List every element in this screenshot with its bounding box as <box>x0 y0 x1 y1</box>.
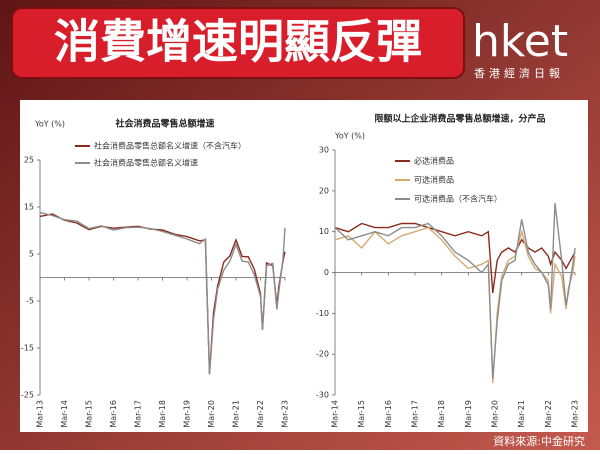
series-line <box>334 203 576 379</box>
x-tick-label: Mar-15 <box>357 400 366 428</box>
x-tick-label: Mar-17 <box>134 400 143 428</box>
x-tick-label: Mar-23 <box>281 400 290 428</box>
y-tick-label: -15 <box>21 344 34 353</box>
title-banner <box>11 7 465 79</box>
brand: hket <box>472 16 568 67</box>
x-tick-label: Mar-16 <box>109 400 118 428</box>
y-tick-label: 10 <box>319 227 329 236</box>
series-line <box>39 211 286 375</box>
y-tick-label: 25 <box>24 156 34 165</box>
x-tick-label: Mar-14 <box>60 400 69 428</box>
x-tick-label: Mar-23 <box>571 400 580 428</box>
y-tick-label: -10 <box>316 309 329 318</box>
y-tick-label: 20 <box>319 186 329 195</box>
x-tick-label: Mar-19 <box>464 400 473 428</box>
chart-title: 社会消费品零售总额增速 <box>114 118 214 130</box>
y-tick-label: 5 <box>29 250 34 259</box>
x-tick-label: Mar-22 <box>544 400 553 428</box>
chart-title: 限额以上企业消费品零售总额增速，分产品 <box>374 113 545 125</box>
page-title: 消費增速明顯反彈 <box>54 15 422 69</box>
legend-label: 社会消费品零售总额名义增速（不含汽车） <box>94 141 246 151</box>
x-tick-label: Mar-20 <box>207 400 216 428</box>
x-tick-label: Mar-18 <box>158 400 167 428</box>
x-tick-label: Mar-15 <box>85 400 94 428</box>
x-tick-label: Mar-14 <box>331 400 340 428</box>
x-tick-label: Mar-13 <box>36 400 45 428</box>
x-tick-label: Mar-21 <box>517 400 526 428</box>
legend-label: 可选消费品（不含汽车） <box>414 194 502 204</box>
y-axis-label: YoY (%) <box>34 120 65 129</box>
y-tick-label: -30 <box>316 391 329 400</box>
legend-label: 必选消费品 <box>414 156 454 166</box>
legend-label: 社会消费品零售总额名义增速 <box>94 158 198 168</box>
y-tick-label: 0 <box>324 268 329 277</box>
legend-label: 可选消费品 <box>414 175 454 185</box>
y-tick-label: 15 <box>24 203 34 212</box>
y-tick-label: -5 <box>26 297 34 306</box>
y-axis-label: YoY (%) <box>334 132 365 141</box>
x-tick-label: Mar-18 <box>437 400 446 428</box>
source: 資料來源:中金研究 <box>493 434 585 448</box>
y-tick-label: 30 <box>319 146 329 155</box>
x-tick-label: Mar-20 <box>491 400 500 428</box>
x-tick-label: Mar-22 <box>256 400 265 428</box>
brand-sub: 香港經濟日報 <box>474 66 564 80</box>
series-line <box>334 222 576 293</box>
y-tick-label: -20 <box>316 350 329 359</box>
y-tick-label: -25 <box>21 391 34 400</box>
x-tick-label: Mar-21 <box>232 400 241 428</box>
x-tick-label: Mar-17 <box>411 400 420 428</box>
x-tick-label: Mar-16 <box>384 400 393 428</box>
x-tick-label: Mar-19 <box>183 400 192 428</box>
